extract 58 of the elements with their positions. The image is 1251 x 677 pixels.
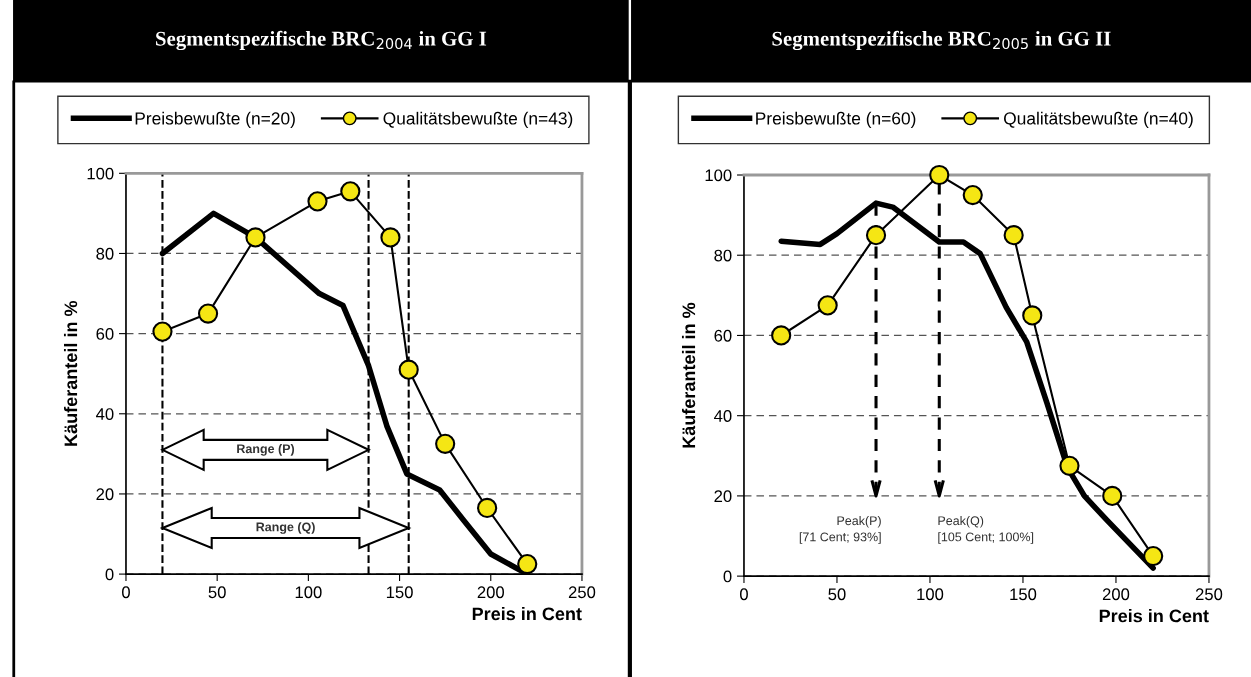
y-tick-label: 80 [96,247,114,260]
y-tick-label: 100 [87,167,114,180]
x-tick-label: 250 [1195,588,1223,601]
y-tick-label: 40 [714,410,732,422]
legend-label: Preisbewußte (n=60) [756,111,916,129]
point [380,227,401,248]
x-tick-label: 250 [568,586,596,599]
y-tick-label: 100 [705,169,732,182]
ref-line-label: Peak(P) [71 Cent; 93%] [799,515,881,544]
x-axis-title: Preis in Cent [472,606,582,621]
y-tick-label: 0 [105,568,114,581]
point [398,359,419,380]
legend-label: Preisbewußte (n=20) [135,111,295,129]
point [962,184,983,206]
legend-label: Qualitätsbewußte (n=40) [1004,111,1193,129]
point [817,295,838,316]
point [435,433,456,454]
annotation: Range (P) [237,444,295,456]
point [1102,485,1123,506]
x-tick-label: 100 [917,588,944,601]
x-tick-label: 200 [1102,588,1130,601]
point [771,325,792,346]
y-tick-label: 60 [714,329,732,342]
x-tick-label: 50 [208,586,226,599]
legend-label: Qualitätsbewußte (n=43) [383,111,573,129]
point [152,321,173,342]
x-tick-label: 100 [295,586,322,599]
x-tick-label: 150 [1010,588,1037,601]
y-tick-label: 60 [96,328,114,340]
point [1143,545,1164,567]
x-tick-label: 0 [121,586,130,599]
point [477,497,498,519]
y-tick-label: 20 [714,490,732,503]
point [340,181,361,202]
point [245,227,266,248]
y-axis-title: Käuferanteil in % [681,302,696,448]
point [517,553,538,575]
x-tick-label: 150 [386,586,413,599]
y-tick-label: 80 [714,249,732,262]
x-tick-label: 0 [739,588,748,601]
x-axis-title: Preis in Cent [1099,609,1209,623]
point [865,225,887,246]
annotation: Range (Q) [256,522,315,534]
y-tick-label: 20 [96,488,114,501]
ref-line-label: Peak(Q) [105 Cent; 100%] [938,515,1034,544]
y-tick-label: 40 [96,408,114,420]
point [929,164,950,186]
point [1059,455,1080,476]
chart-title: Segmentspezifische BRC$_{2004}$ in GG I [156,30,487,51]
point [197,303,219,324]
x-tick-label: 200 [477,586,505,599]
point [307,191,328,212]
x-tick-label: 50 [828,588,846,601]
point [1003,225,1024,246]
y-axis-title: Käuferanteil in % [63,300,78,446]
point [1022,305,1043,326]
y-tick-label: 0 [723,570,732,583]
chart-title: Segmentspezifische BRC$_{2005}$ in GG II [772,30,1111,51]
